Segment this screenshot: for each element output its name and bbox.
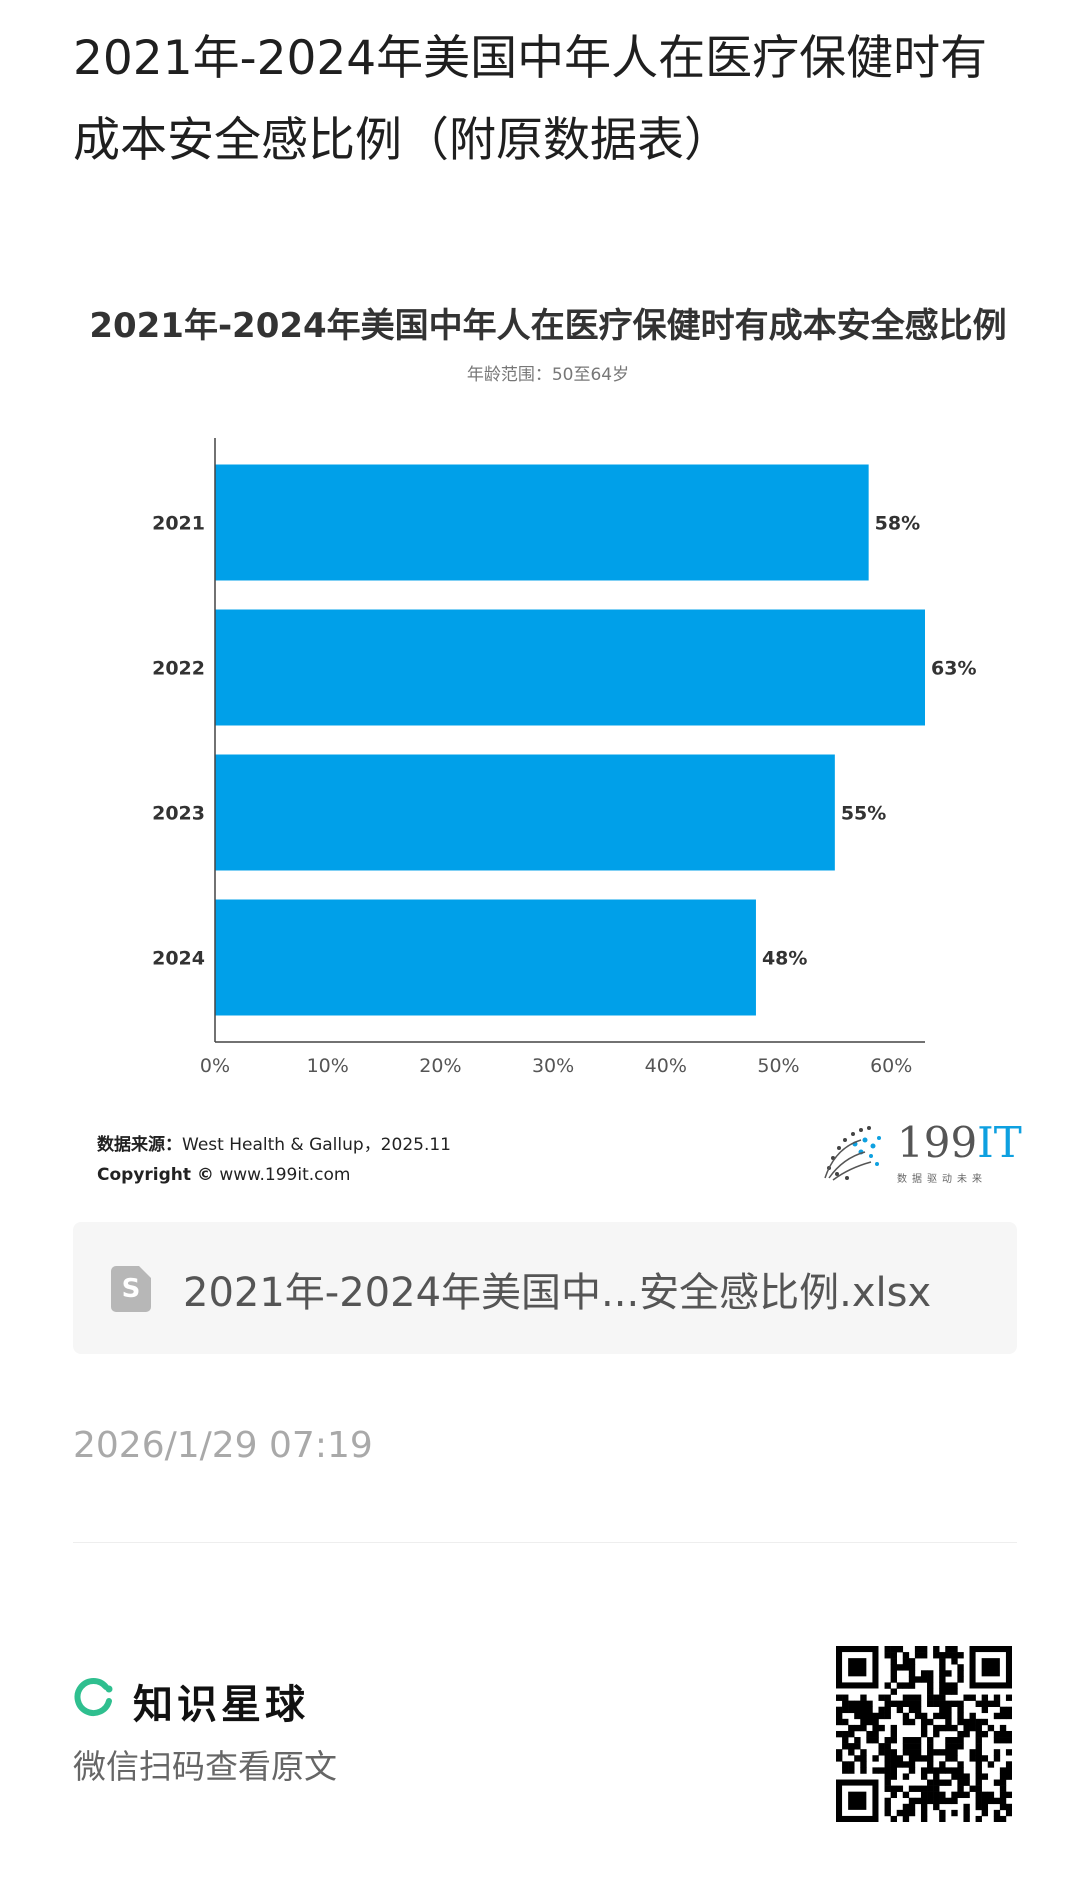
x-tick-label: 50% <box>757 1055 799 1077</box>
bar-2021 <box>215 464 869 581</box>
dandelion-icon <box>824 1126 881 1181</box>
scan-hint: 微信扫码查看原文 <box>73 1747 337 1786</box>
category-label: 2022 <box>152 658 205 680</box>
x-tick-label: 40% <box>645 1055 687 1077</box>
data-source: 数据来源：West Health & Gallup，2025.11 Copyri… <box>97 1130 451 1190</box>
bar-2024 <box>215 899 756 1016</box>
category-label: 2024 <box>152 948 205 970</box>
chart-image: 2021 58% 2022 63% 2023 55% 2024 48% 0% 10% 20% 30% 4… <box>73 280 1023 1210</box>
data-label: 55% <box>841 803 886 825</box>
source-label: 数据来源： <box>97 1135 182 1155</box>
brand-name: 知识星球 <box>133 1682 309 1728</box>
chart-subtitle: 年龄范围：50至64岁 <box>466 365 630 385</box>
data-label: 58% <box>875 513 920 535</box>
x-tick-label: 10% <box>307 1055 349 1077</box>
copyright-text: www.199it.com <box>213 1165 351 1185</box>
x-tick-label: 30% <box>532 1055 574 1077</box>
qr-code-icon[interactable] <box>836 1646 1012 1822</box>
attachment-card[interactable]: S 2021年-2024年美国中...安全感比例.xlsx <box>73 1222 1017 1354</box>
zsxq-ring-icon <box>74 1678 113 1716</box>
data-label: 48% <box>762 948 807 970</box>
copyright-label: Copyright © <box>97 1165 214 1185</box>
bar-2022 <box>215 609 925 726</box>
attachment-file-name[interactable]: 2021年-2024年美国中...安全感比例.xlsx <box>183 1270 932 1316</box>
chart-title: 2021年-2024年美国中年人在医疗保健时有成本安全感比例 <box>89 306 1007 346</box>
x-tick-label: 20% <box>419 1055 461 1077</box>
bar-chart: 2021 58% 2022 63% 2023 55% 2024 48% 0% 10% 20% 30% 4… <box>152 438 976 1077</box>
post-timestamp: 2026/1/29 07:19 <box>73 1425 373 1466</box>
bar-2023 <box>215 754 835 871</box>
spreadsheet-file-icon: S <box>111 1266 151 1312</box>
category-label: 2021 <box>152 513 205 535</box>
logo-tagline: 数据驱动未来 <box>897 1174 987 1185</box>
source-text: West Health & Gallup，2025.11 <box>182 1135 451 1155</box>
divider <box>73 1542 1017 1543</box>
199it-logo: 199IT 数据驱动未来 <box>815 1118 1022 1188</box>
page-title: 2021年-2024年美国中年人在医疗保健时有成本安全感比例（附原数据表） <box>73 31 988 168</box>
logo-text: 199IT <box>897 1118 1022 1167</box>
data-label: 63% <box>931 658 976 680</box>
category-label: 2023 <box>152 803 205 825</box>
x-tick-label: 60% <box>870 1055 912 1077</box>
x-tick-label: 0% <box>200 1055 230 1077</box>
